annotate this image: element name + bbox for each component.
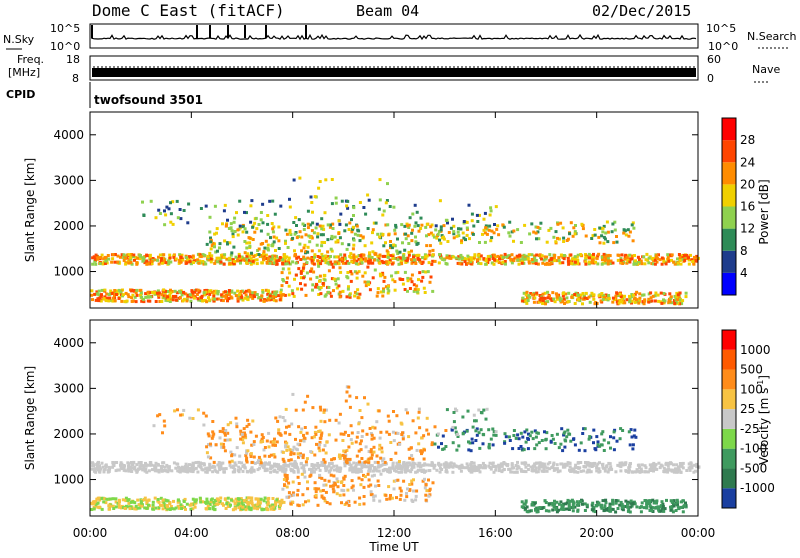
colorbar-swatch (722, 118, 736, 141)
freq-tick-bottom: 8 (72, 72, 79, 85)
colorbar-tick-label: 28 (740, 133, 755, 147)
nave-tick-top: 60 (707, 53, 721, 66)
power-plot-area (90, 112, 698, 308)
sky-noise-trace (91, 25, 697, 41)
cpid-panel: CPID twofsound 3501 (6, 82, 203, 108)
sky-tick-top: 10^5 (50, 22, 80, 35)
search-tick-bottom: 10^0 (708, 40, 738, 53)
sky-panel: N.Sky 10^5 10^0 10^5 10^0 N.Search (3, 22, 797, 53)
colorbar-swatch (722, 330, 736, 350)
station-title: Dome C East (fitACF) (92, 1, 285, 20)
colorbar-swatch (722, 162, 736, 185)
colorbar-tick-label: 12 (740, 222, 755, 236)
x-tick-label: 08:00 (275, 526, 310, 540)
colorbar-swatch (722, 228, 736, 251)
freq-panel: Freq. [MHz] 18 8 60 0 Nave (8, 53, 780, 85)
colorbar-swatch (722, 349, 736, 370)
sky-tick-bottom: 10^0 (50, 40, 80, 53)
colorbar-swatch (722, 389, 736, 410)
beam-title: Beam 04 (356, 2, 419, 20)
cpid-label: CPID (6, 88, 35, 101)
y-tick-label: 3000 (53, 173, 84, 187)
colorbar-swatch (722, 428, 736, 449)
colorbar-swatch (722, 448, 736, 469)
y-tick-label: 1000 (53, 473, 84, 487)
freq-label-1: Freq. (17, 53, 44, 66)
x-tick-label: 00:00 (73, 526, 108, 540)
freq-band (92, 68, 696, 77)
time-x-axis: 00:00 04:00 08:00 12:00 16:00 20:00 00:00 (73, 112, 716, 540)
y-tick-label: 2000 (53, 219, 84, 233)
colorbar-tick-label: 25 (740, 402, 755, 416)
y-tick-label: 3000 (53, 381, 84, 395)
y-tick-label: 1000 (53, 265, 84, 279)
colorbar-tick-label: -500 (740, 461, 767, 475)
y-tick-label: 4000 (53, 336, 84, 350)
x-tick-label: 00:00 (681, 526, 716, 540)
power-colorbar: 4 8 12 16 20 24 28 (721, 117, 755, 296)
colorbar-tick-label: -100 (740, 442, 767, 456)
colorbar-tick-label: -1000 (740, 481, 775, 495)
colorbar-tick-label: 500 (740, 363, 763, 377)
freq-tick-top: 18 (66, 53, 80, 66)
freq-label-2: [MHz] (8, 66, 40, 79)
colorbar-tick-label: 4 (740, 266, 748, 280)
colorbar-swatch (722, 488, 736, 508)
search-tick-top: 10^5 (706, 22, 736, 35)
x-tick-label: 12:00 (377, 526, 412, 540)
x-tick-label: 04:00 (174, 526, 209, 540)
time-xlabel: Time UT (368, 540, 419, 554)
cpid-program: twofsound 3501 (94, 93, 203, 107)
nave-tick-bottom: 0 (707, 72, 714, 85)
power-heatmap (90, 176, 700, 306)
colorbar-tick-label: 1000 (740, 343, 771, 357)
colorbar-swatch (722, 409, 736, 429)
velocity-panel: 1000 2000 3000 4000 00:00 04:00 08:00 12:00 16:… (23, 112, 775, 554)
y-tick-label: 4000 (53, 128, 84, 142)
colorbar-tick-label: -25 (740, 422, 760, 436)
x-tick-label: 16:00 (478, 526, 513, 540)
colorbar-swatch (722, 184, 736, 207)
velocity-ylabel: Slant Range [km] (23, 366, 37, 470)
colorbar-tick-label: 20 (740, 177, 755, 191)
colorbar-tick-label: 100 (740, 382, 763, 396)
colorbar-swatch (722, 272, 736, 295)
sky-label: N.Sky (3, 33, 35, 46)
y-tick-label: 2000 (53, 427, 84, 441)
velocity-plot-area (90, 320, 698, 516)
nave-label: Nave (752, 63, 780, 76)
power-panel: 1000 2000 3000 4000 Slant Range [km] 4 8 12 16… (23, 111, 771, 309)
colorbar-swatch (722, 468, 736, 489)
colorbar-swatch (722, 206, 736, 229)
x-tick-label: 20:00 (579, 526, 614, 540)
date-title: 02/Dec/2015 (592, 2, 691, 20)
nave-ticks (93, 66, 695, 68)
power-y-axis: 1000 2000 3000 4000 (53, 128, 698, 279)
velocity-colorbar: 1000 500 100 25 -25 -100 -500 -1000 (721, 329, 775, 509)
velocity-colorbar-label: Velocity [m s-1] (756, 375, 771, 465)
colorbar-tick-label: 16 (740, 200, 755, 214)
colorbar-swatch (722, 369, 736, 390)
velocity-heatmap (90, 385, 701, 514)
velocity-y-axis: 1000 2000 3000 4000 (53, 336, 698, 487)
power-ylabel: Slant Range [km] (23, 158, 37, 262)
power-colorbar-label: Power [dB] (757, 179, 771, 244)
colorbar-swatch (722, 140, 736, 163)
colorbar-tick-label: 24 (740, 155, 755, 169)
colorbar-swatch (722, 250, 736, 273)
search-label: N.Search (747, 30, 797, 43)
colorbar-tick-label: 8 (740, 244, 748, 258)
